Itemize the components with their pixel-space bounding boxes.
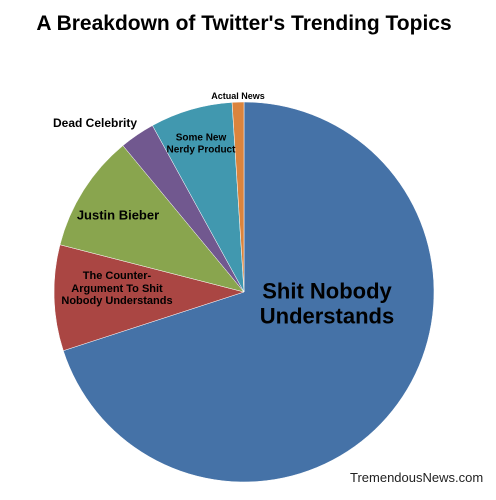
pie-slice [62, 101, 435, 483]
pie-slice [231, 101, 245, 293]
slice-label: Actual News [211, 90, 265, 101]
pie-slice [59, 145, 245, 293]
chart-title: A Breakdown of Twitter's Trending Topics [36, 11, 452, 35]
slice-label: Dead Celebrity [52, 116, 138, 131]
source-label: TremendousNews.com [350, 470, 484, 485]
slice-label: Shit Nobody Understands [259, 278, 395, 329]
pie-slice [53, 244, 245, 352]
slice-label: The Counter-Argument To Shit Nobody Unde… [61, 270, 173, 308]
slice-label: Some New Nerdy Product [166, 132, 236, 156]
slice-label: Justin Bieber [76, 207, 160, 223]
